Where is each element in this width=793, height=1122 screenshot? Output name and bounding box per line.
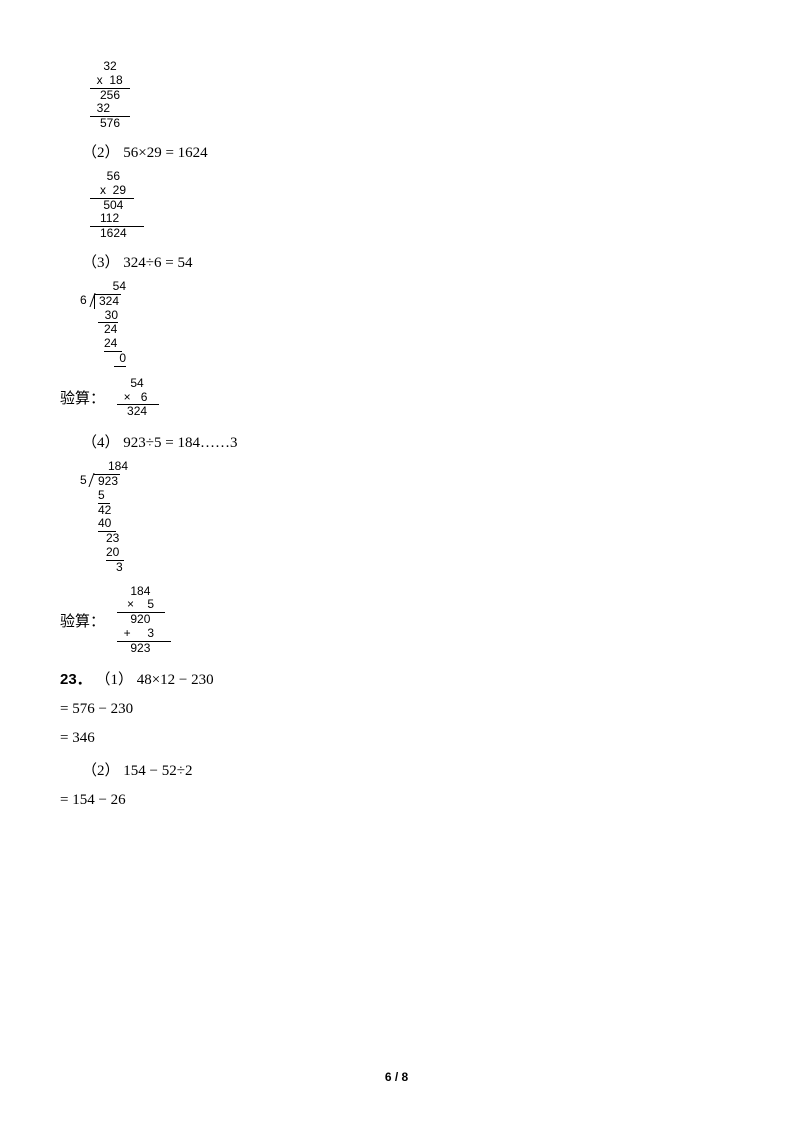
q23-step2: = 346 — [60, 730, 733, 747]
row: 576 — [90, 117, 733, 131]
row: 5 — [98, 489, 110, 504]
q23-line1: 23． （1） 48×12 − 230 — [60, 668, 733, 689]
q23-step1: = 576 − 230 — [60, 701, 733, 718]
row: 923 — [117, 642, 171, 656]
check-label: 验算： — [60, 387, 105, 408]
dividend: 923 — [98, 474, 118, 488]
equation-2: （2） 56×29 = 1624 — [82, 141, 733, 162]
row: 32 — [90, 102, 733, 117]
mult-32x18: 32 x 18 256 32 576 — [90, 60, 733, 131]
check-3: 验算： 54 × 6 324 — [60, 377, 733, 419]
quotient: 54 — [94, 280, 126, 294]
equation-4: （4） 923÷5 = 184……3 — [82, 431, 733, 452]
row: 42 — [94, 504, 733, 518]
div-324-6: 6 54 324 30 24 24 0 — [80, 280, 733, 367]
q23-number: 23． — [60, 671, 92, 688]
mult-56x29: 56 x 29 504 112 1624 — [90, 170, 733, 241]
row: 24 — [104, 337, 122, 352]
row: 1624 — [90, 227, 733, 241]
row: 112 — [90, 212, 733, 227]
row: 184 — [117, 585, 171, 599]
row: 3 — [94, 561, 733, 575]
row: + 3 — [117, 627, 171, 642]
div-923-5: 5 184 923 5 42 40 23 20 3 — [80, 460, 733, 574]
row: 504 — [90, 199, 733, 213]
q23-part1: （1） 48×12 − 230 — [95, 672, 213, 688]
row: 0 — [114, 352, 126, 367]
row: 56 — [90, 170, 733, 184]
row: 324 — [117, 405, 159, 419]
equation-3: （3） 324÷6 = 54 — [82, 251, 733, 272]
divisor: 5 — [80, 474, 87, 488]
row: 20 — [106, 546, 124, 561]
row: 54 — [117, 377, 159, 391]
row: 256 — [90, 89, 733, 103]
row: x 18 — [90, 74, 733, 89]
row: 24 — [94, 323, 733, 337]
q23-part2: （2） 154 − 52÷2 — [82, 759, 733, 780]
row: 40 — [98, 517, 116, 532]
page-footer: 6 / 8 — [0, 1070, 793, 1084]
row: × 6 — [117, 391, 159, 406]
row: 23 — [94, 532, 733, 546]
row: 920 — [117, 613, 171, 627]
row: x 29 — [90, 184, 733, 199]
divisor: 6 — [80, 294, 87, 308]
row: 32 — [90, 60, 733, 74]
quotient: 184 — [94, 460, 128, 474]
check-4: 验算： 184 × 5 920 + 3 923 — [60, 585, 733, 656]
check-label: 验算： — [60, 610, 105, 631]
page-content: 32 x 18 256 32 576 （2） 56×29 = 1624 56 x… — [0, 0, 793, 861]
q23-step3: = 154 − 26 — [60, 792, 733, 809]
dividend: 324 — [99, 294, 119, 308]
row: 30 — [98, 309, 118, 324]
row: × 5 — [117, 598, 171, 613]
